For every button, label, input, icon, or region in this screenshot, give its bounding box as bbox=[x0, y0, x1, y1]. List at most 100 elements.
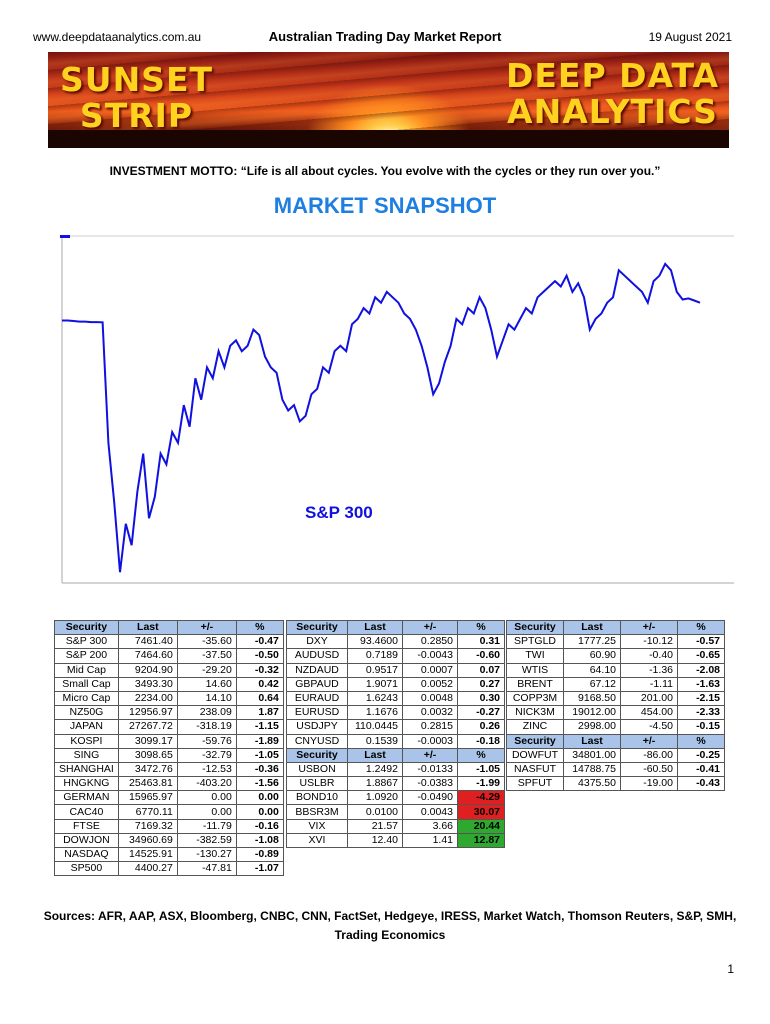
table-header-row: Security Last +/-% bbox=[286, 747, 505, 763]
change-cell: 0.2850 bbox=[402, 634, 458, 650]
column-header: Security bbox=[54, 619, 119, 636]
security-cell: SING bbox=[54, 747, 119, 763]
percent-cell: -1.08 bbox=[235, 832, 284, 849]
security-cell: SPFUT bbox=[506, 776, 564, 792]
percent-cell: 30.07 bbox=[457, 804, 505, 820]
change-cell: 3.66 bbox=[402, 818, 458, 834]
table-row: COPP3M 9168.50 201.00 -2.15 bbox=[506, 690, 725, 707]
last-cell: 0.1539 bbox=[347, 733, 403, 749]
change-cell: 238.09 bbox=[176, 705, 237, 721]
security-cell: SPTGLD bbox=[506, 634, 564, 650]
security-cell: ZINC bbox=[506, 719, 564, 735]
column-header: +/- bbox=[402, 619, 458, 636]
security-cell: CAC40 bbox=[54, 804, 119, 820]
percent-cell: -0.43 bbox=[677, 776, 725, 792]
security-cell: XVI bbox=[286, 832, 348, 849]
change-cell: -37.50 bbox=[176, 648, 237, 664]
banner-right-line2: ANALYTICS bbox=[507, 92, 718, 131]
table-row: SPFUT 4375.50 -19.00 -0.43 bbox=[506, 776, 725, 792]
security-cell: Mid Cap bbox=[54, 662, 119, 678]
table-row: S&P 200 7464.60 -37.50 -0.50 bbox=[54, 648, 284, 664]
percent-cell: -0.57 bbox=[677, 634, 725, 650]
security-cell: COPP3M bbox=[506, 690, 564, 707]
security-cell: BBSR3M bbox=[286, 804, 348, 820]
last-cell: 21.57 bbox=[347, 818, 403, 834]
sp300-chart bbox=[60, 235, 734, 584]
change-cell: 0.0043 bbox=[402, 804, 458, 820]
last-cell: 0.9517 bbox=[347, 662, 403, 678]
percent-cell: -1.89 bbox=[235, 733, 284, 749]
security-cell: WTIS bbox=[506, 662, 564, 678]
change-cell: -29.20 bbox=[176, 662, 237, 678]
percent-cell: 1.87 bbox=[235, 705, 284, 721]
change-cell: -0.0490 bbox=[402, 790, 458, 806]
last-cell: 1.2492 bbox=[347, 761, 403, 778]
table-row: WTIS 64.10 -1.36 -2.08 bbox=[506, 662, 725, 678]
security-cell: BRENT bbox=[506, 676, 564, 692]
security-cell: DOWFUT bbox=[506, 747, 564, 763]
change-cell: 201.00 bbox=[620, 690, 678, 707]
last-cell: 2998.00 bbox=[563, 719, 621, 735]
table-row: KOSPI 3099.17 -59.76 -1.89 bbox=[54, 733, 284, 749]
last-cell: 7169.32 bbox=[117, 818, 178, 834]
table-header-row: Security Last +/-% bbox=[54, 619, 284, 636]
report-title: Australian Trading Day Market Report bbox=[268, 29, 502, 44]
last-cell: 7461.40 bbox=[117, 634, 178, 650]
percent-cell: 0.00 bbox=[235, 790, 284, 806]
security-cell: DOWJON bbox=[54, 832, 119, 849]
percent-cell: 0.27 bbox=[457, 676, 505, 692]
percent-cell: 12.87 bbox=[457, 832, 505, 849]
table-row: Mid Cap 9204.90 -29.20 -0.32 bbox=[54, 662, 284, 678]
table-header-row: Security Last +/-% bbox=[286, 619, 505, 636]
last-cell: 7464.60 bbox=[117, 648, 178, 664]
percent-cell: -1.05 bbox=[457, 761, 505, 778]
security-cell: EURAUD bbox=[286, 690, 348, 707]
change-cell: -1.11 bbox=[620, 676, 678, 692]
last-cell: 4375.50 bbox=[563, 776, 621, 792]
table-row: TWI 60.90 -0.40 -0.65 bbox=[506, 648, 725, 664]
equities-table: Security Last +/-% S&P 300 7461.40 -35.60 -0.4… bbox=[54, 619, 284, 877]
table-row: JAPAN 27267.72 -318.19 -1.15 bbox=[54, 719, 284, 735]
website-url[interactable]: www.deepdataanalytics.com.au bbox=[33, 30, 202, 44]
change-cell: 0.0007 bbox=[402, 662, 458, 678]
table-row: BBSR3M 0.0100 0.0043 30.07 bbox=[286, 804, 505, 820]
investment-motto: INVESTMENT MOTTO: “Life is all about cyc… bbox=[109, 164, 661, 178]
table-row: NASDAQ 14525.91 -130.27 -0.89 bbox=[54, 846, 284, 863]
security-cell: NICK3M bbox=[506, 705, 564, 721]
security-cell: DXY bbox=[286, 634, 348, 650]
column-header: +/- bbox=[176, 619, 237, 636]
percent-cell: -2.33 bbox=[677, 705, 725, 721]
last-cell: 14788.75 bbox=[563, 761, 621, 778]
last-cell: 27267.72 bbox=[117, 719, 178, 735]
table-row: BOND10 1.0920 -0.0490 -4.29 bbox=[286, 790, 505, 806]
change-cell: -35.60 bbox=[176, 634, 237, 650]
percent-cell: -1.05 bbox=[235, 747, 284, 763]
security-cell: USBON bbox=[286, 761, 348, 778]
percent-cell: 0.42 bbox=[235, 676, 284, 692]
last-cell: 1.6243 bbox=[347, 690, 403, 707]
change-cell: 14.10 bbox=[176, 690, 237, 707]
percent-cell: 0.07 bbox=[457, 662, 505, 678]
change-cell: 0.00 bbox=[176, 790, 237, 806]
column-header: Last bbox=[563, 733, 621, 749]
last-cell: 2234.00 bbox=[117, 690, 178, 707]
table-row: Micro Cap 2234.00 14.10 0.64 bbox=[54, 690, 284, 707]
table-row: DXY 93.4600 0.2850 0.31 bbox=[286, 634, 505, 650]
column-header: Security bbox=[506, 733, 564, 749]
change-cell: -11.79 bbox=[176, 818, 237, 834]
security-cell: FTSE bbox=[54, 818, 119, 834]
change-cell: -0.0383 bbox=[402, 776, 458, 792]
percent-cell: -0.60 bbox=[457, 648, 505, 664]
last-cell: 0.0100 bbox=[347, 804, 403, 820]
banner-ground bbox=[48, 130, 729, 148]
last-cell: 4400.27 bbox=[117, 861, 178, 877]
change-cell: -32.79 bbox=[176, 747, 237, 763]
last-cell: 12.40 bbox=[347, 832, 403, 849]
table-row: CAC40 6770.11 0.00 0.00 bbox=[54, 804, 284, 820]
security-cell: TWI bbox=[506, 648, 564, 664]
last-cell: 64.10 bbox=[563, 662, 621, 678]
percent-cell: 0.31 bbox=[457, 634, 505, 650]
security-cell: S&P 300 bbox=[54, 634, 119, 650]
percent-cell: -1.07 bbox=[235, 861, 284, 877]
column-header: Last bbox=[563, 619, 621, 636]
